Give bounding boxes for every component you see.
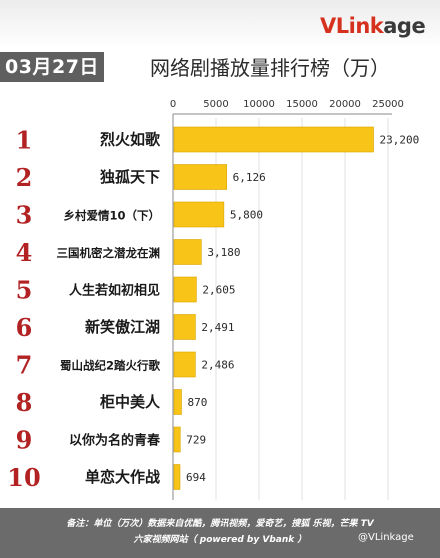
bar	[173, 164, 227, 190]
bar	[173, 464, 181, 490]
bar	[173, 201, 225, 228]
x-tick-label: 5000	[203, 99, 228, 110]
value-label: 694	[186, 471, 206, 484]
bar	[173, 351, 196, 378]
bar	[173, 239, 202, 265]
value-label: 5,800	[230, 209, 263, 222]
rank-number: 4	[16, 238, 33, 267]
bar	[173, 314, 196, 340]
chart-title: 网络剧播放量排行榜（万）	[150, 56, 390, 80]
logo-text-dark: age	[383, 14, 426, 38]
drama-name: 以你为名的青春	[69, 433, 161, 449]
drama-name: 新笑傲江湖	[85, 318, 160, 336]
rank-number: 2	[16, 163, 33, 192]
bar	[173, 276, 197, 303]
value-label: 870	[187, 396, 207, 409]
logo-text-red: VLink	[320, 14, 384, 38]
rank-number: 6	[16, 313, 33, 342]
value-label: 23,200	[380, 134, 420, 147]
header-band	[0, 0, 440, 48]
vlinkage-logo: VLinkage	[320, 14, 430, 40]
footer-note-line2: 六家视频网站（ powered by Vbank ）	[133, 535, 307, 545]
value-label: 2,491	[201, 321, 234, 334]
x-tick-label: 20000	[329, 99, 361, 110]
drama-name: 人生若如初相见	[69, 283, 160, 299]
value-label: 3,180	[207, 246, 240, 259]
bar-chart: 0 5000 10000 15000 20000 25000 1 烈火如歌 23,200 2 独孤天…	[7, 99, 420, 500]
x-tick-label: 10000	[243, 99, 275, 110]
rank-number: 8	[16, 388, 33, 417]
value-label: 2,605	[202, 284, 235, 297]
drama-name: 单恋大作战	[85, 468, 160, 486]
rank-number: 5	[16, 276, 33, 305]
bar	[173, 389, 182, 415]
drama-name: 柜中美人	[99, 393, 161, 411]
drama-name: 独孤天下	[100, 168, 160, 186]
footer-note: 备注：单位（万次）数据来自优酷，腾讯视频，爱奇艺，搜狐 乐视，芒果 TV 六家视…	[0, 508, 440, 558]
value-label: 2,486	[201, 359, 234, 372]
rank-number: 10	[7, 463, 40, 492]
rank-number: 9	[16, 426, 33, 455]
x-tick-label: 0	[170, 99, 176, 110]
x-tick-label: 25000	[372, 99, 404, 110]
footer-note-line1: 备注：单位（万次）数据来自优酷，腾讯视频，爱奇艺，搜狐 乐视，芒果 TV	[66, 519, 374, 529]
value-label: 729	[186, 434, 206, 447]
drama-name: 三国机密之潜龙在渊	[57, 246, 161, 260]
rank-number: 3	[16, 201, 33, 230]
bar	[173, 126, 374, 153]
date-badge: 03月27日	[0, 52, 104, 82]
bar	[173, 426, 181, 453]
rank-number: 7	[16, 351, 33, 380]
value-label: 6,126	[233, 171, 266, 184]
drama-name: 蜀山战纪2踏火行歌	[60, 359, 161, 373]
drama-name: 烈火如歌	[100, 131, 161, 149]
rank-number: 1	[16, 126, 33, 155]
watermark: @VLinkage	[358, 532, 414, 543]
drama-name: 乡村爱情10（下）	[63, 209, 160, 223]
x-tick-label: 15000	[286, 99, 318, 110]
